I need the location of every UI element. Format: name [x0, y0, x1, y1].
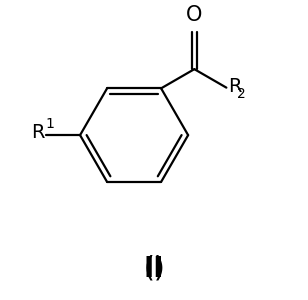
Text: ): ) [154, 255, 165, 283]
Text: 2: 2 [237, 87, 246, 101]
Text: R: R [228, 77, 241, 96]
Text: 1: 1 [45, 117, 54, 131]
Text: II: II [144, 255, 164, 283]
Text: R: R [31, 123, 45, 142]
Text: O: O [186, 5, 203, 25]
Text: (: ( [143, 255, 154, 283]
